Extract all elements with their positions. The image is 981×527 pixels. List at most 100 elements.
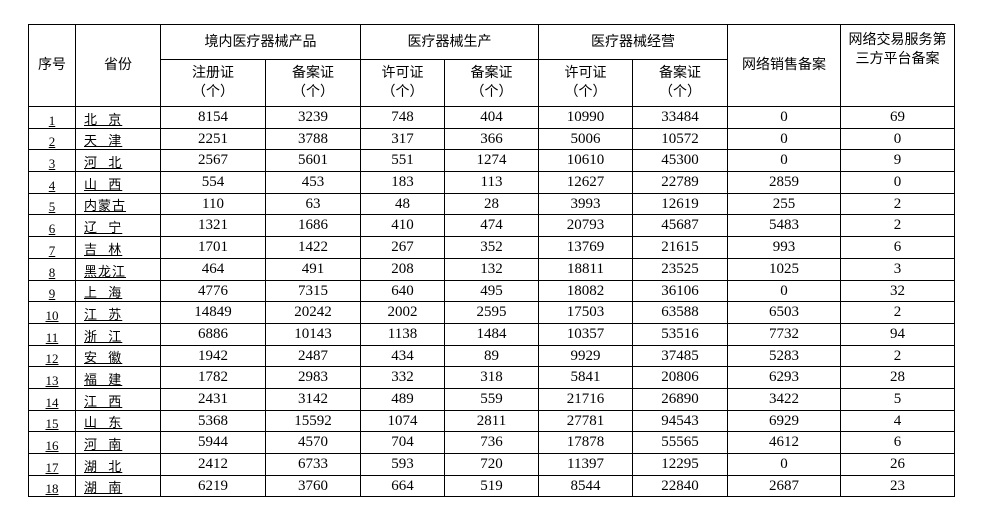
cell-value: 21716 (538, 387, 633, 411)
cell-value: 10143 (265, 322, 361, 346)
cell-value: 1025 (727, 257, 841, 281)
cell-value: 1422 (265, 236, 361, 259)
cell-value: 720 (444, 453, 539, 476)
table-row: 3 河 北 2567 5601 551 1274 10610 45300 0 9 (28, 149, 955, 173)
table-row: 6 辽 宁 1321 1686 410 474 20793 45687 5483 2 (28, 214, 955, 238)
cell-value: 267 (360, 236, 445, 259)
cell-value: 1782 (160, 366, 266, 389)
cell-value: 22840 (632, 474, 728, 498)
seq-text: 8 (48, 264, 56, 280)
cell-value: 21615 (632, 236, 728, 259)
cell-value: 11397 (538, 453, 633, 476)
cell-province: 河 北 (75, 149, 161, 173)
cell-value: 519 (444, 474, 539, 498)
cell-value: 0 (840, 127, 955, 151)
seq-text: 14 (45, 394, 59, 410)
cell-value: 2567 (160, 149, 266, 173)
cell-value: 2 (840, 344, 955, 368)
cell-value: 26890 (632, 387, 728, 411)
table-row: 9 上 海 4776 7315 640 495 18082 36106 0 32 (28, 279, 955, 303)
cell-value: 7732 (727, 322, 841, 346)
seq-text: 7 (48, 242, 56, 258)
seq-text: 12 (45, 351, 59, 367)
cell-value: 5 (840, 387, 955, 411)
cell-value: 4570 (265, 431, 361, 454)
cell-province: 河 南 (75, 431, 161, 454)
cell-value: 1274 (444, 149, 539, 173)
cell-province: 江 苏 (75, 301, 161, 324)
province-text: 山 西 (84, 177, 123, 193)
cell-seq: 16 (28, 431, 76, 454)
cell-province: 湖 北 (75, 453, 161, 476)
cell-value: 1138 (360, 322, 445, 346)
cell-value: 3 (840, 257, 955, 281)
cell-seq: 14 (28, 387, 76, 411)
cell-value: 10572 (632, 127, 728, 151)
province-text: 浙 江 (84, 329, 123, 345)
cell-value: 17503 (538, 301, 633, 324)
table-row: 16 河 南 5944 4570 704 736 17878 55565 4612 6 (28, 431, 955, 454)
header-sub: 备案证（个） (632, 59, 728, 107)
cell-value: 2412 (160, 453, 266, 476)
province-text: 黑龙江 (84, 264, 127, 280)
cell-value: 2431 (160, 387, 266, 411)
seq-text: 11 (45, 329, 59, 345)
cell-value: 110 (160, 192, 266, 216)
cell-value: 410 (360, 214, 445, 238)
cell-value: 3788 (265, 127, 361, 151)
cell-value: 6293 (727, 366, 841, 389)
cell-value: 593 (360, 453, 445, 476)
cell-seq: 15 (28, 409, 76, 433)
cell-value: 1074 (360, 409, 445, 433)
seq-text: 5 (48, 199, 56, 215)
header-group-operation: 医疗器械经营 (538, 24, 728, 60)
cell-value: 1484 (444, 322, 539, 346)
cell-value: 10990 (538, 106, 633, 129)
cell-value: 20242 (265, 301, 361, 324)
cell-value: 6929 (727, 409, 841, 433)
cell-value: 14849 (160, 301, 266, 324)
header-sub: 许可证（个） (538, 59, 633, 107)
seq-text: 15 (45, 416, 59, 432)
cell-seq: 10 (28, 301, 76, 324)
cell-value: 3760 (265, 474, 361, 498)
cell-value: 10610 (538, 149, 633, 173)
seq-text: 6 (48, 221, 56, 237)
province-text: 河 南 (84, 438, 123, 453)
cell-value: 15592 (265, 409, 361, 433)
cell-value: 1701 (160, 236, 266, 259)
province-text: 江 苏 (84, 307, 123, 323)
cell-value: 993 (727, 236, 841, 259)
cell-value: 28 (444, 192, 539, 216)
cell-value: 2595 (444, 301, 539, 324)
cell-value: 8544 (538, 474, 633, 498)
cell-value: 4776 (160, 279, 266, 303)
province-text: 天 津 (84, 134, 123, 150)
cell-value: 6219 (160, 474, 266, 498)
cell-value: 453 (265, 171, 361, 194)
cell-seq: 18 (28, 474, 76, 498)
province-text: 上 海 (84, 286, 123, 302)
cell-value: 6733 (265, 453, 361, 476)
cell-value: 5483 (727, 214, 841, 238)
cell-province: 安 徽 (75, 344, 161, 368)
seq-text: 4 (48, 177, 56, 193)
cell-value: 94 (840, 322, 955, 346)
cell-value: 0 (727, 149, 841, 173)
cell-value: 12627 (538, 171, 633, 194)
cell-value: 2687 (727, 474, 841, 498)
cell-value: 9 (840, 149, 955, 173)
cell-value: 704 (360, 431, 445, 454)
province-text: 湖 北 (84, 459, 123, 475)
cell-province: 辽 宁 (75, 214, 161, 238)
cell-value: 434 (360, 344, 445, 368)
cell-value: 12295 (632, 453, 728, 476)
cell-value: 32 (840, 279, 955, 303)
cell-value: 2002 (360, 301, 445, 324)
cell-seq: 9 (28, 279, 76, 303)
cell-value: 6 (840, 431, 955, 454)
province-text: 北 京 (84, 112, 123, 128)
cell-value: 3142 (265, 387, 361, 411)
cell-value: 23 (840, 474, 955, 498)
cell-value: 22789 (632, 171, 728, 194)
